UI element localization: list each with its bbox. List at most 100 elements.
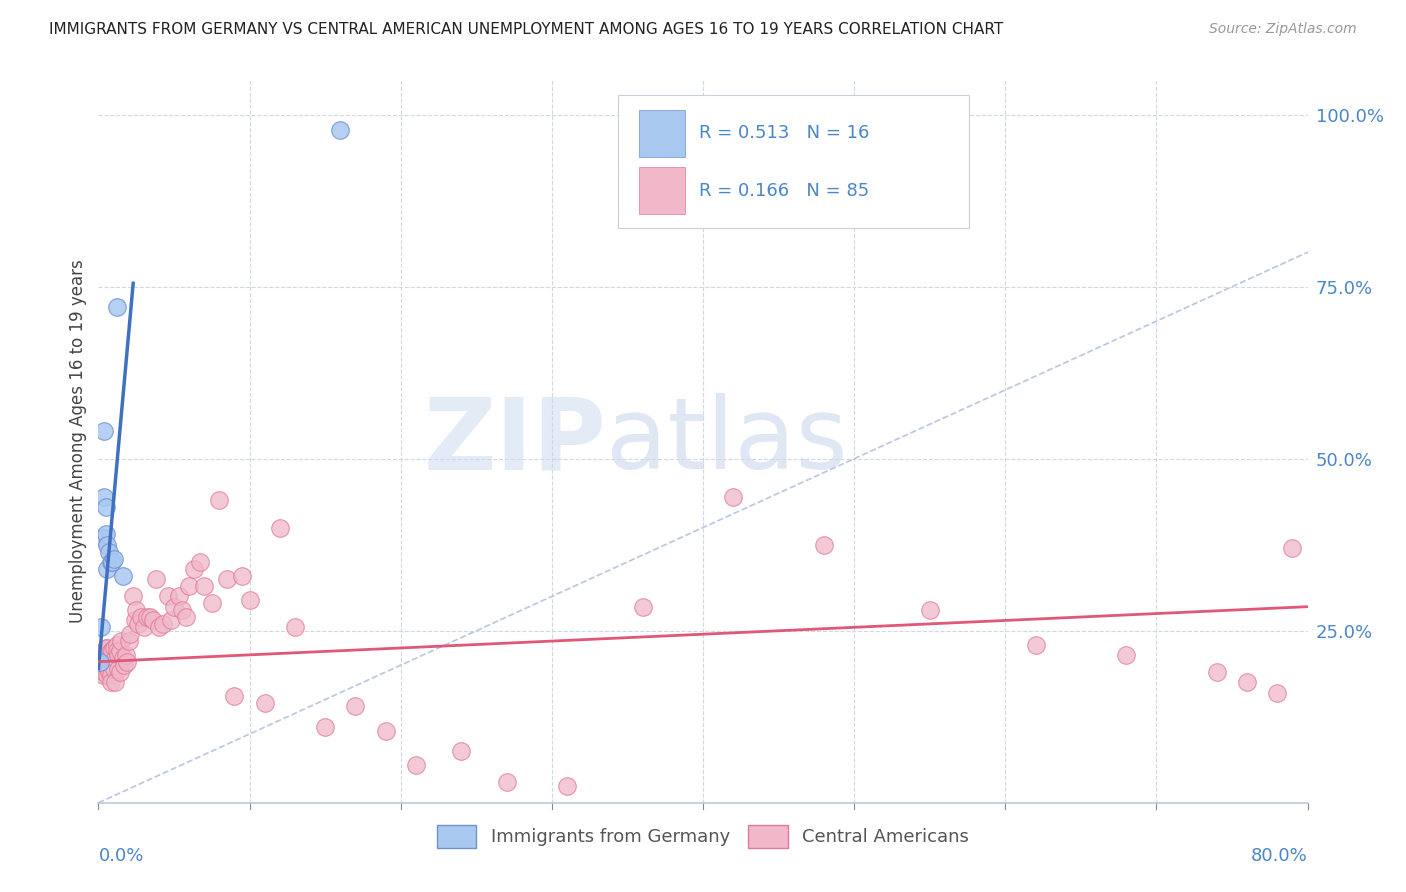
Point [93, 424, 115, 438]
Point [111, 651, 134, 665]
Point [104, 651, 127, 665]
Point [94, 500, 117, 514]
Point [101, 555, 124, 569]
Point [120, 627, 142, 641]
Point [224, 689, 246, 703]
Point [107, 662, 129, 676]
Point [93, 665, 115, 679]
Point [108, 644, 131, 658]
Point [239, 592, 262, 607]
Point [723, 490, 745, 504]
Point [100, 644, 122, 658]
Point [156, 590, 179, 604]
Point [118, 634, 141, 648]
Point [631, 599, 654, 614]
Point [114, 648, 136, 662]
Point [98, 662, 121, 676]
Point [103, 662, 125, 676]
Point [125, 603, 148, 617]
Point [208, 493, 231, 508]
Point [104, 675, 127, 690]
Point [170, 603, 193, 617]
Point [405, 758, 427, 772]
Point [93, 644, 115, 658]
Point [1267, 686, 1289, 700]
Point [91, 531, 114, 545]
Point [127, 616, 149, 631]
Point [108, 665, 131, 679]
Point [314, 720, 336, 734]
Point [98, 544, 121, 558]
Point [132, 620, 155, 634]
Point [139, 610, 162, 624]
Point [101, 651, 124, 665]
Point [188, 555, 211, 569]
Point [201, 596, 224, 610]
Point [1236, 675, 1258, 690]
Point [122, 590, 145, 604]
Point [179, 579, 201, 593]
Point [495, 775, 517, 789]
Point [96, 640, 118, 655]
Point [93, 490, 115, 504]
Text: IMMIGRANTS FROM GERMANY VS CENTRAL AMERICAN UNEMPLOYMENT AMONG AGES 16 TO 19 YEA: IMMIGRANTS FROM GERMANY VS CENTRAL AMERI… [49, 22, 1004, 37]
Point [142, 614, 165, 628]
Y-axis label: Unemployment Among Ages 16 to 19 years: Unemployment Among Ages 16 to 19 years [69, 260, 87, 624]
Point [96, 562, 118, 576]
Point [96, 538, 118, 552]
Point [1206, 665, 1229, 679]
Point [96, 668, 118, 682]
Text: 80.0%: 80.0% [1251, 847, 1308, 865]
Point [90, 620, 112, 634]
Point [91, 658, 114, 673]
Point [94, 527, 117, 541]
Point [100, 675, 122, 690]
Point [103, 640, 125, 655]
Point [269, 520, 291, 534]
Text: atlas: atlas [606, 393, 848, 490]
Point [160, 614, 183, 628]
Point [115, 655, 138, 669]
Point [103, 551, 125, 566]
Text: R = 0.166   N = 85: R = 0.166 N = 85 [699, 182, 870, 200]
Point [183, 562, 205, 576]
Point [101, 644, 124, 658]
Point [94, 658, 117, 673]
Legend: Immigrants from Germany, Central Americans: Immigrants from Germany, Central America… [429, 818, 977, 855]
Point [555, 779, 578, 793]
Point [90, 648, 112, 662]
Point [105, 638, 128, 652]
Point [284, 620, 307, 634]
Point [100, 668, 122, 682]
Point [124, 614, 146, 628]
Point [111, 568, 134, 582]
Text: ZIP: ZIP [423, 393, 606, 490]
Point [450, 744, 472, 758]
Point [344, 699, 367, 714]
Point [110, 634, 132, 648]
Point [135, 610, 157, 624]
Point [129, 610, 152, 624]
Point [1115, 648, 1137, 662]
Text: Source: ZipAtlas.com: Source: ZipAtlas.com [1209, 22, 1357, 37]
Point [145, 572, 167, 586]
Point [231, 568, 253, 582]
Point [100, 555, 122, 569]
Point [105, 644, 128, 658]
Point [174, 610, 197, 624]
Bar [638, 110, 685, 156]
Point [91, 648, 114, 662]
Point [329, 123, 352, 137]
Point [1281, 541, 1303, 556]
Point [89, 655, 111, 669]
Text: R = 0.513   N = 16: R = 0.513 N = 16 [699, 124, 870, 142]
Point [253, 696, 276, 710]
Point [90, 655, 112, 669]
Point [107, 648, 129, 662]
Point [813, 538, 835, 552]
Point [89, 662, 111, 676]
Point [163, 599, 186, 614]
Point [112, 658, 135, 673]
Point [918, 603, 941, 617]
Text: 0.0%: 0.0% [98, 847, 143, 865]
